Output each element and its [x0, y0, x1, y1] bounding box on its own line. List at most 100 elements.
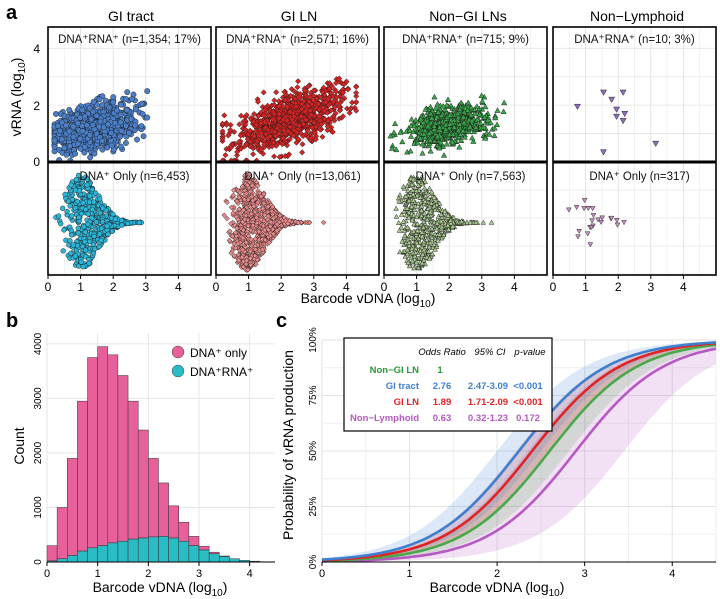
bottom-row-label: DNA⁺ Only (n=13,061) [244, 171, 361, 183]
histogram-bar-dna-rna [107, 542, 119, 563]
scatter-point [99, 146, 106, 153]
y-tick-label: 2000 [33, 441, 44, 464]
scatter-point-dna-only [80, 264, 86, 270]
odds-row-name-non-lymphoid: Non−Lymphoid [350, 413, 419, 424]
scatter-point [353, 107, 360, 114]
scatter-point-dna-only [99, 219, 106, 225]
scatter-point-dna-only [73, 176, 79, 183]
panel-b-x-axis-label: Barcode vDNA (log10) [93, 579, 228, 599]
scatter-point [284, 142, 291, 149]
odds-row-name-non-gi-ln: Non−GI LN [370, 365, 419, 376]
scatter-point [63, 122, 69, 129]
panel-label-b: b [6, 310, 18, 332]
scatter-point-dna-only [86, 260, 92, 266]
panel-a-ylabel-main: vRNA (log [8, 73, 24, 136]
scatter-point-dna-only [60, 205, 66, 211]
scatter-point-dna-only [79, 176, 86, 183]
scatter-point [87, 132, 93, 139]
scatter-point [286, 136, 293, 143]
scatter-point [117, 133, 124, 140]
scatter-point-dna-only [98, 237, 104, 244]
x-tick-label: 2 [615, 280, 622, 294]
scatter-point-dna-only [97, 196, 103, 202]
column-title-non-gi-lns: Non−GI LNs [429, 8, 506, 24]
panel-a-xlabel-end: ) [431, 290, 436, 306]
odds-row-ci-gi-ln: 1.71-2.09 [468, 397, 508, 408]
histogram-bar-dna-only [87, 357, 98, 549]
y-tick-label: 75% [308, 385, 319, 405]
scatter-point-dna-only [82, 229, 88, 235]
scatter-point-dna-only [79, 243, 86, 250]
histogram-bar-dna-only [117, 375, 129, 542]
histogram-bar-dna-only [56, 507, 68, 559]
x-tick-label: 3 [478, 280, 485, 294]
scatter-point-dna-only [76, 214, 82, 220]
scatter-point [96, 123, 102, 130]
scatter-point-dna-only [89, 206, 95, 213]
x-tick-label: 0 [550, 280, 557, 294]
scatter-point-dna-only [60, 248, 66, 254]
scatter-point [99, 137, 105, 144]
panel-b-xlabel-sub: 10 [212, 588, 224, 599]
panel-a-xlabel-sub: 10 [420, 299, 432, 310]
scatter-point [58, 136, 65, 143]
odds-row-p-gi-ln: <0.001 [513, 397, 543, 408]
scatter-point-dna-only [82, 247, 89, 253]
scatter-point [55, 123, 62, 129]
scatter-point [96, 96, 103, 103]
y-tick-label: 100% [308, 327, 319, 353]
scatter-point [128, 96, 135, 102]
panel-c-xlabel-main: Barcode vDNA (log [430, 579, 549, 595]
scatter-point [140, 133, 147, 140]
histogram-bar-dna-rna [117, 541, 129, 563]
scatter-point-dna-only [76, 188, 82, 194]
scatter-column-1: DNA⁺RNA⁺ (n=2,571; 16%)DNA⁺ Only (n=13,0… [213, 26, 380, 294]
odds-ratio-table: Odds Ratio 95% CI p-value Non−GI LN 1 GI… [343, 337, 553, 432]
histogram-bar-dna-only [46, 545, 58, 562]
x-tick-label: 4 [680, 280, 687, 294]
panel-a-ytick-4: 4 [33, 42, 40, 56]
scatter-points-top [51, 88, 151, 164]
histogram-bar-dna-rna [97, 545, 109, 563]
histogram-bar-dna-rna [178, 541, 190, 563]
scatter-point-dna-only [61, 227, 67, 233]
scatter-point-dna-only [68, 250, 74, 257]
x-tick-label: 1 [77, 280, 84, 294]
scatter-point [93, 112, 100, 119]
scatter-point-dna-only [56, 213, 62, 219]
histogram-bar-dna-rna [77, 550, 88, 563]
odds-row-ci-gi-tract: 2.47-3.09 [468, 381, 508, 392]
scatter-point [72, 150, 79, 157]
odds-row-name-gi-ln: GI LN [394, 397, 419, 408]
x-tick-label: 3 [142, 280, 149, 294]
top-row-label: DNA⁺RNA⁺ (n=1,354; 17%) [58, 34, 201, 46]
scatter-point [112, 120, 118, 126]
scatter-point-dna-only [100, 205, 106, 211]
panel-a-y-axis-label: vRNA (log10) [8, 58, 28, 137]
scatter-point-dna-only [68, 182, 74, 188]
scatter-point-dna-only [85, 211, 91, 217]
scatter-point [123, 123, 129, 129]
scatter-column-2: DNA⁺RNA⁺ (n=715; 9%)DNA⁺ Only (n=7,563)0… [381, 26, 548, 294]
bottom-row-label: DNA⁺ Only (n=6,453) [80, 171, 190, 183]
x-tick-label: 4 [511, 280, 518, 294]
scatter-point-dna-only [75, 230, 81, 236]
scatter-point [118, 128, 125, 134]
x-tick-label: 0 [45, 280, 52, 294]
scatter-point-dna-only [83, 206, 89, 212]
panel-a-ytick-0: 0 [33, 155, 40, 169]
legend-label-dna-only: DNA⁺ only [190, 346, 247, 360]
histogram-bar-dna-rna [208, 553, 220, 563]
x-tick-label: 1 [582, 280, 589, 294]
scatter-point-dna-only [78, 259, 84, 265]
panel-c-logistic-curves: Probability of vRNA production 0 1 2 3 40%25… [280, 327, 717, 599]
scatter-point-dna-only [67, 238, 73, 244]
x-tick-label: 4 [175, 280, 182, 294]
scatter-point [97, 118, 104, 125]
histogram-bar-dna-only [158, 482, 169, 537]
scatter-point-dna-only [58, 221, 64, 227]
scatter-point-dna-only [87, 238, 93, 245]
scatter-point-dna-only [62, 191, 68, 198]
